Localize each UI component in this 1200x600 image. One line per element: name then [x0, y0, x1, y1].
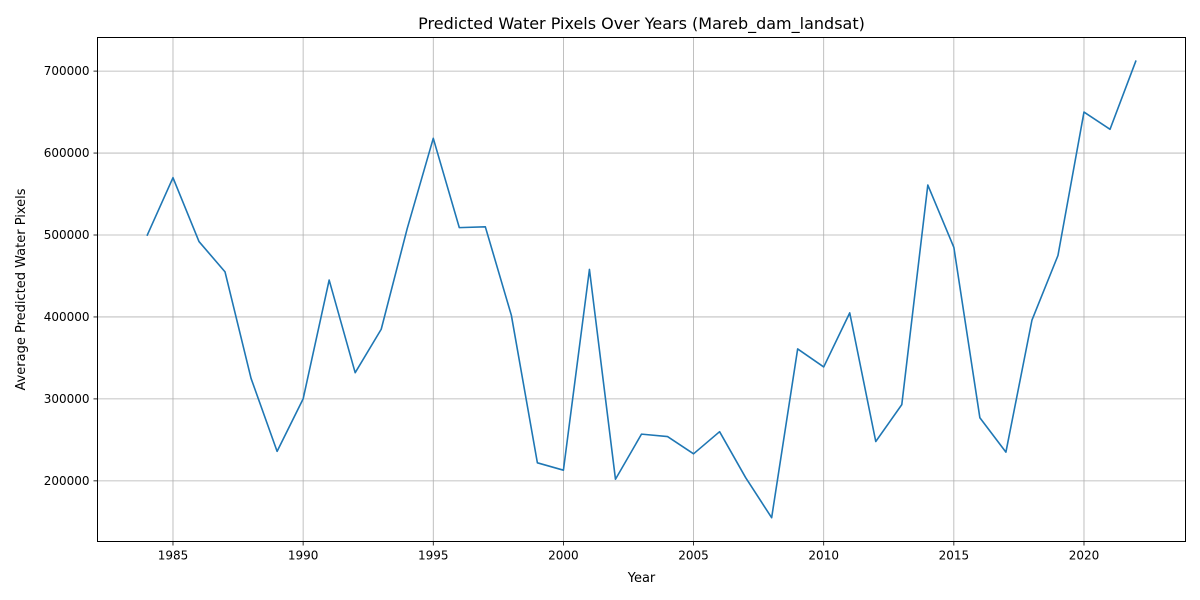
x-axis-label: Year [627, 571, 656, 586]
y-tick-label: 500000 [44, 228, 90, 242]
x-tick-label: 2015 [939, 549, 970, 563]
x-tick-label: 2020 [1069, 549, 1100, 563]
x-tick-label: 1995 [418, 549, 449, 563]
grid-lines [97, 37, 1186, 542]
x-tick-label: 2005 [678, 549, 709, 563]
x-tick-label: 2010 [808, 549, 839, 563]
x-tick-label: 1985 [158, 549, 189, 563]
y-tick-label: 200000 [44, 474, 90, 488]
y-tick-label: 700000 [44, 64, 90, 78]
y-tick-label: 400000 [44, 310, 90, 324]
y-tick-label: 600000 [44, 146, 90, 160]
tick-layer: 1985 1990 1995 2000 2005 2010 2015 2020 200000 30… [44, 64, 1100, 562]
y-axis-label: Average Predicted Water Pixels [14, 188, 29, 390]
y-tick-label: 300000 [44, 392, 90, 406]
series-layer [146, 60, 1137, 519]
chart-title: Predicted Water Pixels Over Years (Mareb… [418, 14, 865, 34]
plot-frame [97, 37, 1186, 542]
x-tick-label: 1990 [288, 549, 319, 563]
x-tick-label: 2000 [548, 549, 579, 563]
